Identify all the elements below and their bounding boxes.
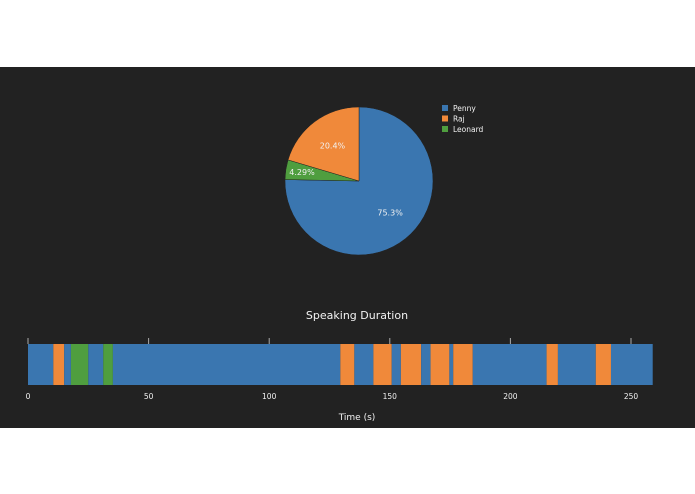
- segment-penny[interactable]: [88, 344, 104, 385]
- segment-penny[interactable]: [28, 344, 54, 385]
- timeline-title: Speaking Duration: [306, 309, 408, 322]
- x-tick-label: 200: [503, 392, 518, 401]
- segment-raj[interactable]: [546, 344, 558, 385]
- segment-raj[interactable]: [595, 344, 611, 385]
- segment-penny[interactable]: [557, 344, 596, 385]
- pie-label: 20.4%: [320, 141, 346, 150]
- segment-leonard[interactable]: [103, 344, 113, 385]
- segment-raj[interactable]: [400, 344, 422, 385]
- segment-penny[interactable]: [112, 344, 341, 385]
- pie-label: 4.29%: [289, 168, 315, 177]
- x-axis-label: Time (s): [338, 413, 376, 423]
- x-tick-label: 0: [26, 392, 31, 401]
- segment-leonard[interactable]: [70, 344, 89, 385]
- segment-raj[interactable]: [373, 344, 392, 385]
- segment-raj[interactable]: [53, 344, 65, 385]
- segment-penny[interactable]: [64, 344, 71, 385]
- legend-item-raj[interactable]: Raj: [453, 115, 465, 124]
- x-tick-label: 250: [624, 392, 639, 401]
- segment-penny[interactable]: [449, 344, 454, 385]
- timeline-chart: 0 50 100 150 200 250: [26, 338, 653, 401]
- pie-slice-raj[interactable]: [287, 106, 360, 182]
- pie-label: 75.3%: [377, 209, 403, 218]
- legend-item-penny[interactable]: Penny: [453, 104, 476, 113]
- x-tick-label: 50: [144, 392, 154, 401]
- segment-penny[interactable]: [421, 344, 431, 385]
- x-tick-label: 150: [383, 392, 398, 401]
- segment-raj[interactable]: [453, 344, 473, 385]
- legend-swatch: [442, 105, 448, 111]
- segment-penny[interactable]: [472, 344, 547, 385]
- legend-swatch: [442, 115, 448, 122]
- legend-swatch: [442, 126, 448, 132]
- segment-penny[interactable]: [391, 344, 401, 385]
- pie-chart: 75.3% 4.29% 20.4%: [284, 106, 434, 256]
- x-tick-label: 100: [262, 392, 277, 401]
- pie-slice-penny[interactable]: [284, 106, 434, 256]
- segment-penny[interactable]: [610, 344, 653, 385]
- segment-raj[interactable]: [430, 344, 450, 385]
- segment-raj[interactable]: [340, 344, 355, 385]
- segment-penny[interactable]: [354, 344, 374, 385]
- legend-item-leonard[interactable]: Leonard: [453, 125, 484, 134]
